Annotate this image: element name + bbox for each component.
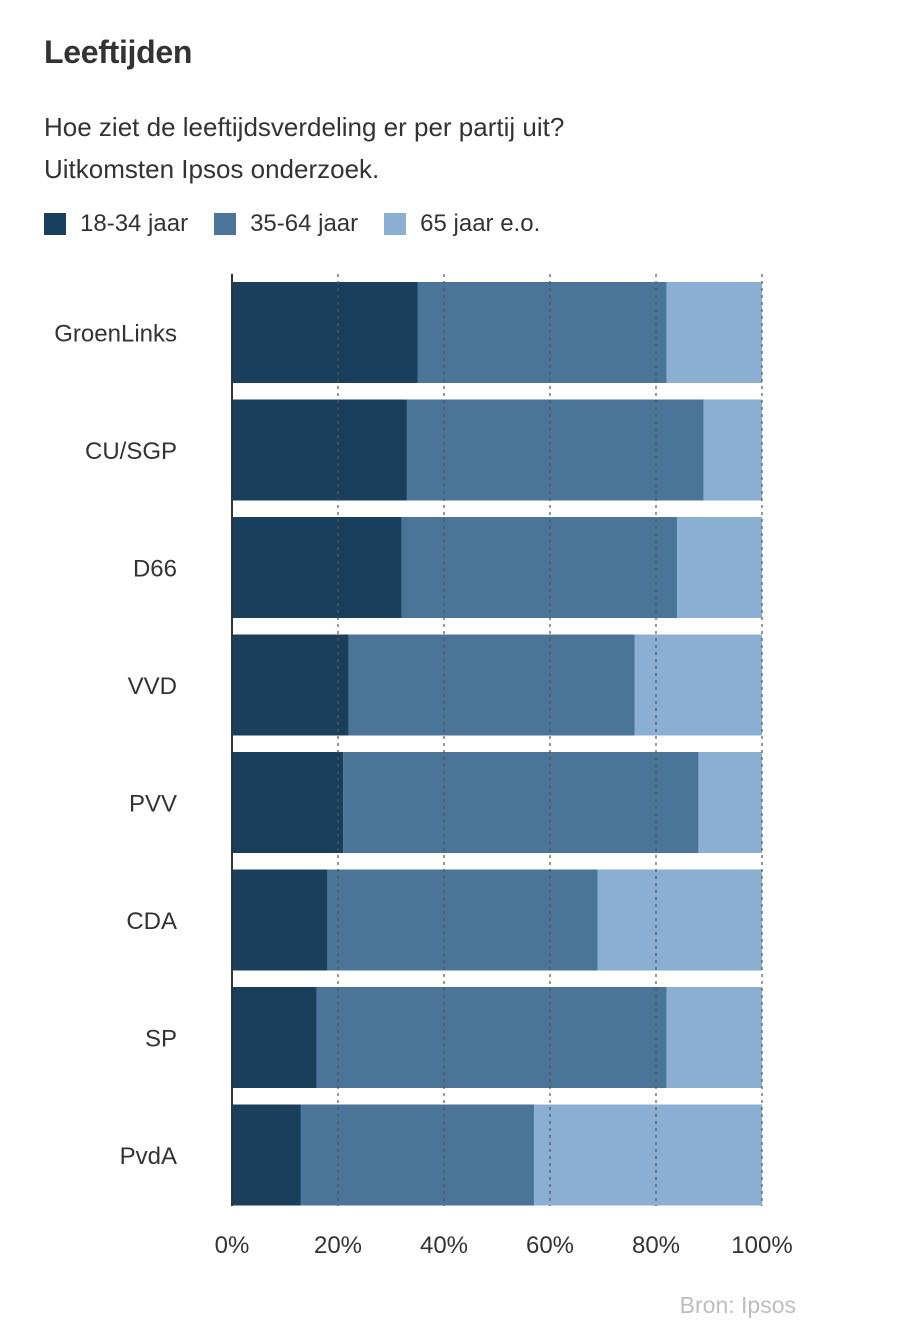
category-label: VVD	[128, 673, 177, 700]
bar-d66-series-1	[232, 517, 402, 618]
legend-swatch-18-34	[44, 213, 66, 235]
bar-sp-series-3	[666, 987, 762, 1088]
subtitle-line-2: Uitkomsten Ipsos onderzoek.	[44, 154, 380, 184]
x-tick-label: 100%	[731, 1232, 792, 1259]
chart-title: Leeftijden	[44, 34, 193, 70]
bar-cu-sgp-series-3	[703, 399, 762, 501]
x-tick-label: 80%	[632, 1232, 680, 1259]
category-label: CDA	[126, 908, 177, 935]
legend-label-35-64: 35-64 jaar	[250, 210, 359, 237]
legend-label-65-plus: 65 jaar e.o.	[420, 210, 541, 237]
bar-pvv-series-3	[698, 752, 762, 853]
bar-sp-series-2	[316, 987, 667, 1088]
legend-item-35-64: 35-64 jaar	[214, 210, 358, 238]
legend-label-18-34: 18-34 jaar	[80, 210, 189, 237]
stacked-bar-chart: GroenLinks CU/SGP D66 VVD PVV CDA SP PvdA 0% 20% 4…	[54, 274, 793, 1259]
bar-pvda-series-2	[300, 1104, 535, 1206]
bar-d66-series-2	[401, 517, 678, 618]
bar-vvd-series-2	[348, 634, 635, 736]
x-tick-label: 60%	[526, 1232, 574, 1259]
bar-groenlinks-series-3	[666, 282, 762, 383]
bar-cda-series-1	[232, 869, 328, 971]
bar-pvda-series-1	[232, 1104, 301, 1206]
category-label: GroenLinks	[54, 321, 177, 348]
bar-sp-series-1	[232, 987, 317, 1088]
bar-pvv-series-2	[343, 752, 699, 853]
bar-d66-series-3	[677, 517, 762, 618]
subtitle-line-1: Hoe ziet de leeftijdsverdeling er per pa…	[44, 112, 565, 142]
x-tick-label: 20%	[314, 1232, 362, 1259]
bar-cu-sgp-series-2	[406, 399, 704, 501]
bar-vvd-series-1	[232, 634, 349, 736]
legend-item-18-34: 18-34 jaar	[44, 210, 188, 238]
bar-groenlinks-series-1	[232, 282, 418, 383]
bar-vvd-series-3	[634, 634, 762, 736]
source-note: Bron: Ipsos	[679, 1292, 796, 1318]
category-label: PvdA	[120, 1143, 177, 1170]
bar-pvda-series-3	[534, 1104, 762, 1206]
bar-pvv-series-1	[232, 752, 344, 853]
category-label: CU/SGP	[85, 438, 177, 465]
x-tick-label: 40%	[420, 1232, 468, 1259]
chart-subtitle: Hoe ziet de leeftijdsverdeling er per pa…	[44, 106, 564, 190]
bar-cda-series-3	[597, 869, 762, 971]
bar-groenlinks-series-2	[417, 282, 667, 383]
category-label: SP	[145, 1026, 177, 1053]
chart-legend: 18-34 jaar 35-64 jaar 65 jaar e.o.	[44, 210, 566, 238]
bar-cda-series-2	[327, 869, 598, 971]
legend-swatch-65-plus	[384, 213, 407, 235]
category-label: D66	[133, 556, 177, 583]
legend-swatch-35-64	[214, 213, 237, 235]
bar-cu-sgp-series-1	[232, 399, 407, 501]
x-tick-label: 0%	[215, 1232, 250, 1259]
legend-item-65-plus: 65 jaar e.o.	[384, 210, 540, 238]
category-label: PVV	[129, 791, 177, 818]
